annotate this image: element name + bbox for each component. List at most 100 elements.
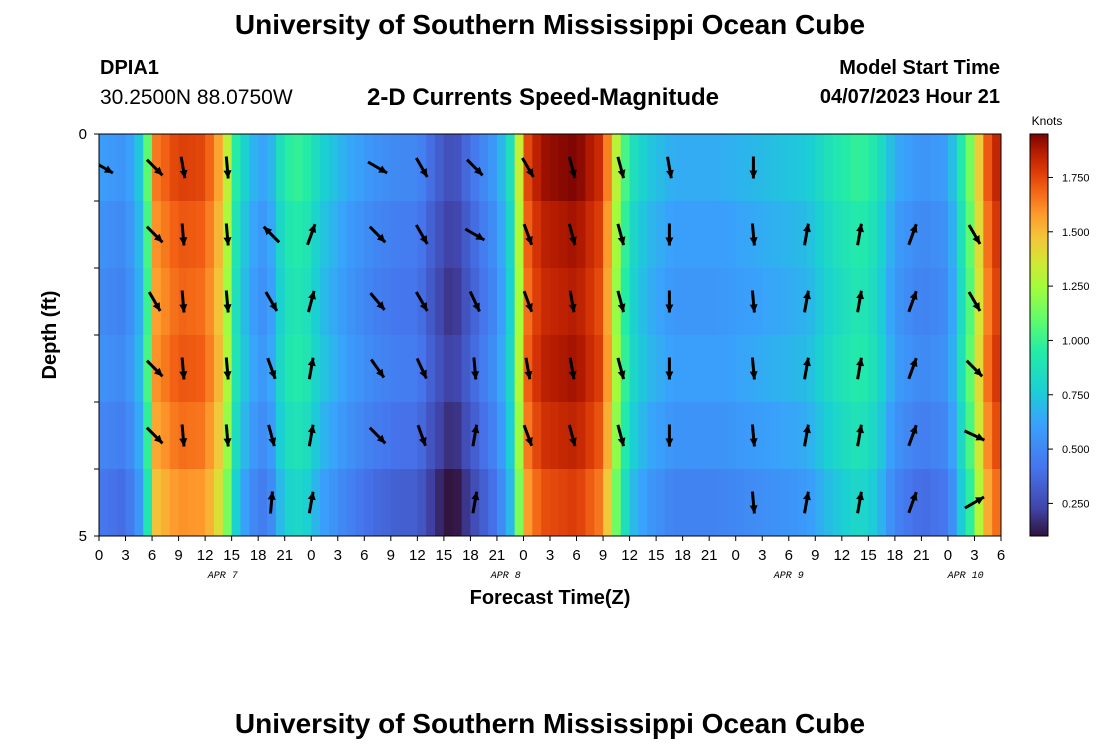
heatmap-cell xyxy=(337,402,348,470)
heatmap-cell xyxy=(328,134,339,202)
colorbar-tick-label: 0.750 xyxy=(1062,390,1090,402)
heatmap-cell xyxy=(912,335,923,403)
heatmap-cell xyxy=(275,134,286,202)
heatmap-cell xyxy=(594,335,604,403)
heatmap-cell xyxy=(629,469,640,536)
heatmap-cell xyxy=(603,201,613,269)
heatmap-cell xyxy=(143,134,153,202)
heatmap-cell xyxy=(364,201,374,269)
heatmap-cell xyxy=(939,134,949,202)
heatmap-cell xyxy=(355,402,365,470)
current-vector xyxy=(262,225,281,244)
current-vector xyxy=(223,156,232,179)
heatmap-cell xyxy=(700,469,710,536)
heatmap-cell xyxy=(753,335,763,403)
heatmap-cell xyxy=(709,134,719,202)
heatmap-cell xyxy=(992,134,1001,202)
heatmap-cell xyxy=(496,402,507,470)
heatmap-cell xyxy=(505,402,516,470)
x-tick-label: 9 xyxy=(811,547,819,564)
heatmap-cell xyxy=(779,402,790,470)
current-vector xyxy=(567,223,577,246)
heatmap-cell xyxy=(762,268,772,336)
heatmap-cell xyxy=(832,469,843,536)
heatmap-cell xyxy=(850,469,861,536)
heatmap-cell xyxy=(514,335,525,403)
heatmap-cell xyxy=(125,268,135,336)
heatmap-cell xyxy=(620,402,631,470)
heatmap-cell xyxy=(381,134,392,202)
heatmap-cell xyxy=(293,268,303,336)
heatmap-cell xyxy=(134,335,144,403)
current-vector xyxy=(749,290,758,313)
y-tick-label: 0 xyxy=(79,126,87,143)
heatmap-cell xyxy=(779,335,790,403)
heatmap-cell xyxy=(956,201,967,269)
heatmap-cell xyxy=(956,469,967,536)
heatmap-cell xyxy=(718,469,728,536)
heatmap-cell xyxy=(700,201,710,269)
heatmap-cell xyxy=(337,268,348,336)
current-vector xyxy=(803,424,811,447)
heatmap-cell xyxy=(956,335,967,403)
heatmap-cell xyxy=(594,402,604,470)
heatmap-cell xyxy=(143,402,153,470)
heatmap-cell xyxy=(328,335,339,403)
current-vector xyxy=(907,357,918,380)
heatmap-cell xyxy=(443,134,454,202)
heatmap-cell xyxy=(381,201,392,269)
heatmap-cell xyxy=(806,201,816,269)
heatmap-cell xyxy=(311,134,321,202)
heatmap-cell xyxy=(337,335,348,403)
heatmap-cell xyxy=(859,469,869,536)
heatmap-cell xyxy=(558,335,569,403)
heatmap-cell xyxy=(514,134,525,202)
current-vector xyxy=(803,491,811,514)
heatmap-cell xyxy=(426,335,436,403)
heatmap-cell xyxy=(443,402,454,470)
current-vector xyxy=(522,223,534,246)
heatmap-cell xyxy=(691,201,701,269)
heatmap-cell xyxy=(258,469,268,536)
heatmap-cell xyxy=(850,134,861,202)
heatmap-cell xyxy=(550,469,560,536)
colorbar-tick-label: 1.000 xyxy=(1062,335,1090,347)
heatmap-cell xyxy=(346,134,357,202)
heatmap-cell xyxy=(585,469,595,536)
heatmap-cell xyxy=(974,268,984,336)
heatmap-cell xyxy=(461,469,472,536)
heatmap-cell xyxy=(603,134,613,202)
current-vector xyxy=(145,359,164,378)
heatmap-cell xyxy=(806,134,816,202)
heatmap-cell xyxy=(886,134,896,202)
heatmap-cell xyxy=(426,134,436,202)
current-vector xyxy=(749,491,758,514)
x-tick-label: 3 xyxy=(121,547,129,564)
current-vector xyxy=(466,158,484,177)
heatmap-cell xyxy=(832,268,843,336)
heatmap-cell xyxy=(337,134,348,202)
heatmap-cell xyxy=(390,402,401,470)
heatmap-cell xyxy=(514,268,525,336)
heatmap-cell xyxy=(496,201,507,269)
current-vector xyxy=(415,291,429,312)
heatmap-cell xyxy=(797,335,808,403)
x-tick-label: 21 xyxy=(276,547,293,564)
x-tick-label: 21 xyxy=(701,547,718,564)
heatmap-cell xyxy=(576,201,586,269)
heatmap-cell xyxy=(505,134,516,202)
x-tick-label: 12 xyxy=(621,547,638,564)
heatmap-cell xyxy=(381,402,392,470)
heatmap-cell xyxy=(983,402,993,470)
x-tick-label: 3 xyxy=(758,547,766,564)
heatmap-cell xyxy=(673,402,684,470)
heatmap-cell xyxy=(461,134,472,202)
heatmap-cell xyxy=(364,335,374,403)
x-tick-label: 0 xyxy=(732,547,740,564)
heatmap-cell xyxy=(753,469,763,536)
heatmap-cell xyxy=(921,268,931,336)
heatmap-cell xyxy=(160,134,171,202)
x-tick-label: 12 xyxy=(833,547,850,564)
heatmap-cell xyxy=(638,469,648,536)
heatmap-cell xyxy=(125,402,135,470)
